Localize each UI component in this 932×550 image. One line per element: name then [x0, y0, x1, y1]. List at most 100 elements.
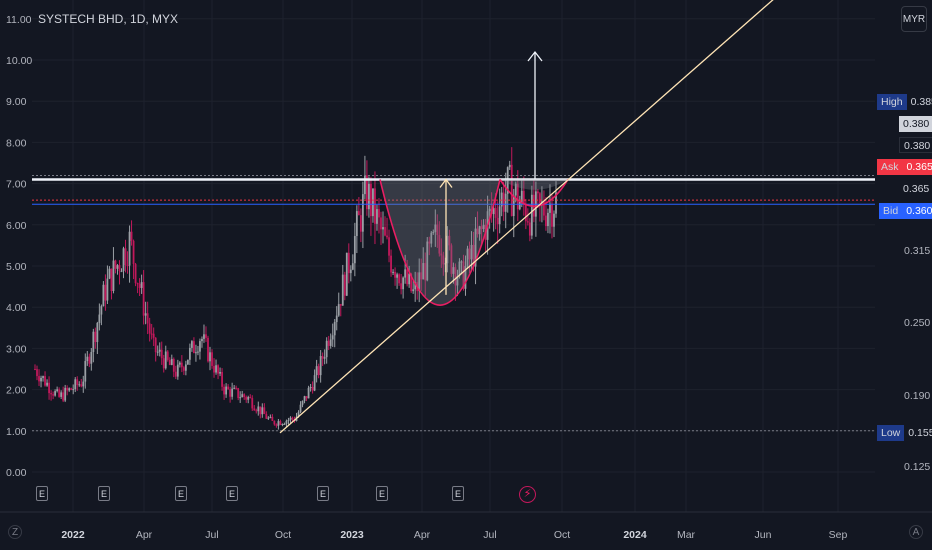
ask-tag-key: Ask: [877, 159, 903, 175]
candle-body: [223, 386, 225, 395]
symbol-title[interactable]: SYSTECH BHD, 1D, MYX: [38, 12, 179, 26]
candle-body: [94, 331, 97, 343]
candle-body: [372, 188, 374, 217]
candle-body: [347, 252, 350, 274]
earnings-event-6[interactable]: E: [376, 486, 388, 501]
auto-scale-icon[interactable]: A: [909, 525, 923, 539]
candle-body: [221, 372, 223, 387]
price-tag-1-value: 0.380: [899, 116, 932, 132]
candle-body: [524, 204, 527, 222]
candle-body: [374, 188, 376, 224]
y-tick-label: 2.00: [6, 385, 27, 397]
lightning-icon[interactable]: ⚡︎: [519, 486, 536, 503]
candle-body: [48, 382, 50, 394]
candle-body: [235, 387, 238, 389]
candle-body: [432, 231, 435, 233]
candle-body: [213, 365, 215, 373]
candle-body: [68, 388, 71, 391]
earnings-event-7[interactable]: E: [452, 486, 464, 501]
candle-body: [474, 228, 477, 267]
candle-body: [279, 421, 282, 425]
candle-body: [351, 263, 354, 270]
candle-body: [539, 193, 541, 204]
candle-body: [255, 410, 258, 412]
price-tag-2-value: 0.380: [899, 137, 932, 153]
candle-body: [74, 379, 77, 390]
candle-body: [496, 217, 499, 225]
candle-body: [303, 396, 306, 401]
candle-body: [267, 417, 270, 419]
earnings-event-2[interactable]: E: [98, 486, 110, 501]
candle-body: [207, 337, 209, 362]
earnings-event-4[interactable]: E: [226, 486, 238, 501]
candle-body: [136, 283, 139, 285]
candle-body: [396, 274, 398, 278]
candle-body: [478, 226, 481, 235]
target-arrowhead: [527, 50, 543, 62]
candle-body: [528, 222, 531, 236]
earnings-event-5[interactable]: E: [317, 486, 329, 501]
candle-body: [392, 271, 394, 273]
x-tick-label: 2023: [340, 529, 364, 541]
candle-body: [549, 203, 551, 213]
time-axis: 2022 Apr Jul Oct 2023 Apr Jul Oct 2024 Mar Jun Sep: [61, 529, 847, 541]
candle-body: [243, 394, 246, 397]
candle-body: [98, 314, 101, 323]
candle-body: [498, 206, 501, 225]
candle-body: [233, 387, 236, 389]
candle-body: [438, 234, 441, 254]
candle-body: [355, 211, 358, 236]
candle-body: [186, 359, 189, 365]
candle-body: [376, 209, 378, 224]
candle-body: [325, 340, 328, 358]
y-tick-label: 7.00: [6, 179, 27, 191]
candle-body: [184, 364, 187, 371]
price-tag-3: 0.365: [899, 181, 932, 197]
candle-body: [382, 227, 384, 230]
candle-body: [158, 349, 161, 352]
candle-body: [176, 364, 179, 377]
candle-body: [100, 306, 103, 315]
candle-body: [420, 272, 423, 280]
candle-body: [390, 255, 392, 273]
candle-body: [259, 406, 262, 415]
candle-body: [510, 164, 513, 216]
candle-body: [40, 377, 42, 382]
y-tick-label: 5.00: [6, 261, 27, 273]
candle-body: [215, 365, 217, 373]
candle-body: [62, 392, 65, 401]
candle-body: [551, 203, 553, 227]
candle-body: [341, 274, 344, 306]
candle-body: [388, 237, 390, 256]
candle-body: [219, 372, 221, 374]
candle-body: [472, 244, 475, 267]
candle-body: [408, 273, 411, 285]
candle-body: [512, 195, 515, 216]
candle-body: [380, 217, 382, 230]
candle-body: [172, 358, 175, 372]
candle-body: [229, 389, 232, 397]
candle-body: [404, 269, 407, 278]
candle-body: [86, 356, 89, 362]
candle-body: [168, 359, 171, 365]
x-tick-label: 2024: [623, 529, 647, 541]
candle-body: [64, 387, 67, 401]
high-tag-key: High: [877, 94, 907, 110]
candle-body: [124, 248, 127, 265]
earnings-event-3[interactable]: E: [175, 486, 187, 501]
candle-body: [339, 304, 342, 306]
zoom-icon[interactable]: Z: [8, 525, 22, 539]
candle-body: [454, 267, 457, 286]
candle-body: [237, 388, 240, 398]
earnings-event-1[interactable]: E: [36, 486, 48, 501]
candle-body: [456, 276, 459, 286]
drawings[interactable]: [32, 0, 875, 434]
candle-body: [269, 416, 272, 418]
y-right-tick-label: 0.125: [904, 461, 930, 473]
y-tick-label: 4.00: [6, 302, 27, 314]
currency-button[interactable]: MYR: [901, 6, 927, 32]
support-trendline: [279, 0, 774, 434]
candle-body: [225, 386, 228, 395]
x-tick-label: Jul: [205, 529, 218, 541]
